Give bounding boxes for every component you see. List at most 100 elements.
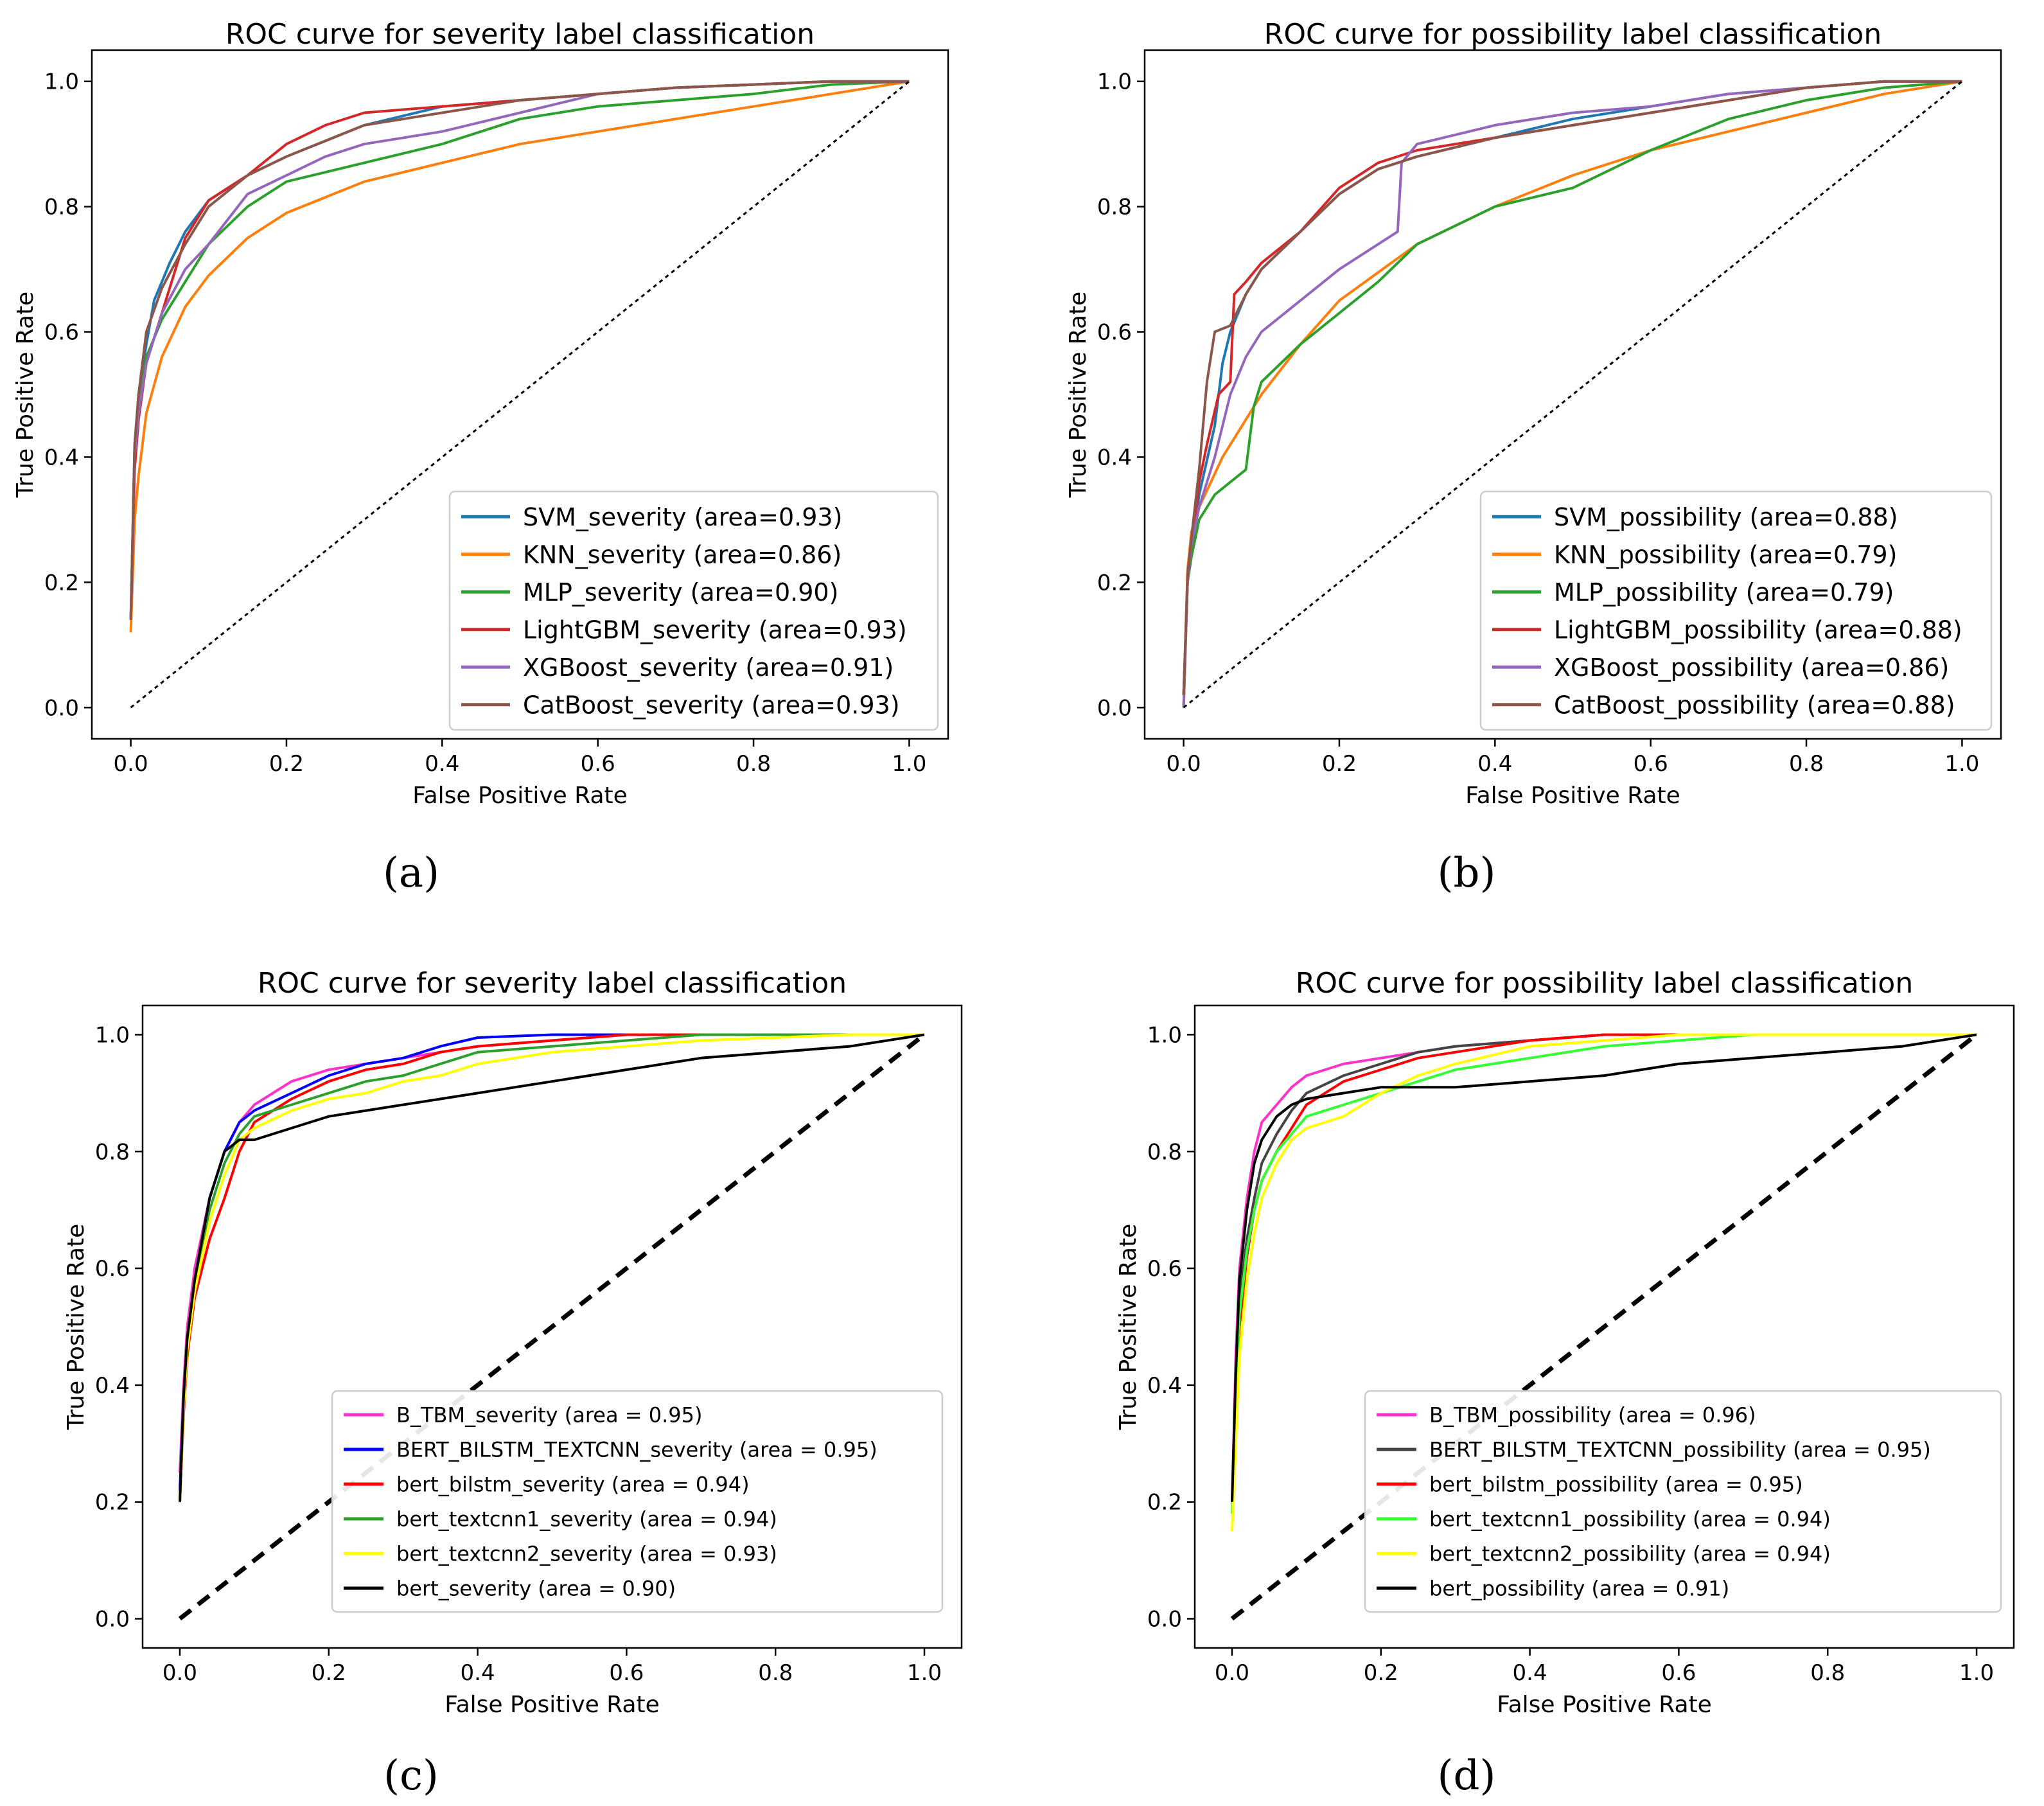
chart-title: ROC curve for severity label classificat…: [225, 18, 815, 51]
y-axis-label: True Positive Rate: [12, 292, 39, 499]
caption-b: (b): [1438, 849, 1496, 897]
chart-title: ROC curve for possibility label classifi…: [1264, 18, 1881, 51]
y-tick-label: 0.2: [1147, 1490, 1182, 1516]
legend-label-1: SVM_severity (area=0.93): [523, 503, 842, 531]
y-tick-label: 0.6: [1147, 1256, 1182, 1282]
y-tick-label: 0.6: [95, 1256, 130, 1282]
x-tick-label: 1.0: [892, 751, 926, 777]
roc-series-line-2: [129, 80, 910, 633]
y-tick-label: 1.0: [1097, 69, 1132, 95]
legend: B_TBM_possibility (area = 0.96) BERT_BILS…: [1364, 1390, 2002, 1613]
x-tick-label: 0.6: [1634, 751, 1668, 777]
x-tick-label: 1.0: [907, 1660, 942, 1686]
y-tick-label: 0.4: [44, 445, 79, 470]
roc-series-line-6: [1231, 1033, 1977, 1502]
y-tick-label: 0.8: [1097, 195, 1132, 220]
legend: SVM_possibility (area=0.88) KNN_possibili…: [1479, 490, 1993, 731]
y-tick-label: 0.4: [95, 1373, 130, 1399]
legend-label-3: MLP_severity (area=0.90): [523, 578, 838, 606]
x-axis-label: False Positive Rate: [1465, 783, 1680, 809]
x-axis-label: False Positive Rate: [1497, 1692, 1712, 1718]
x-tick-label: 0.0: [1215, 1660, 1249, 1686]
roc-chart-3: ROC curve for severity label classificat…: [63, 967, 963, 1718]
legend-label-2: KNN_possibility (area=0.79): [1554, 540, 1897, 569]
legend-box: [1364, 1390, 2002, 1613]
x-tick-label: 0.2: [1322, 751, 1357, 777]
roc-series-line-5: [179, 1033, 924, 1502]
y-tick-label: 0.6: [1097, 320, 1132, 346]
y-tick-label: 0.4: [1097, 445, 1132, 470]
x-tick-label: 0.0: [163, 1660, 197, 1686]
legend-label-2: BERT_BILSTM_TEXTCNN_possibility (area = …: [1429, 1438, 1931, 1462]
roc-series-line-5: [1231, 1033, 1977, 1532]
legend-label-2: BERT_BILSTM_TEXTCNN_severity (area = 0.9…: [396, 1438, 877, 1462]
legend: B_TBM_severity (area = 0.95) BERT_BILSTM_…: [331, 1390, 944, 1613]
x-axis-label: False Positive Rate: [412, 783, 628, 809]
y-tick-label: 0.8: [95, 1139, 130, 1165]
legend-label-1: B_TBM_possibility (area = 0.96): [1429, 1403, 1756, 1428]
y-tick-label: 0.4: [1147, 1373, 1182, 1399]
plot-frame: [1194, 1004, 2015, 1649]
legend-label-6: bert_possibility (area = 0.91): [1429, 1577, 1729, 1601]
x-tick-label: 0.4: [425, 751, 459, 777]
caption-d: (d): [1438, 1752, 1496, 1800]
y-tick-label: 0.2: [1097, 570, 1132, 596]
legend-label-5: bert_textcnn2_possibility (area = 0.94): [1429, 1542, 1831, 1566]
legend-label-4: LightGBM_possibility (area=0.88): [1554, 615, 1962, 644]
roc-series-line-5: [1182, 80, 1962, 708]
x-tick-label: 0.4: [1477, 751, 1512, 777]
legend-label-3: bert_bilstm_possibility (area = 0.95): [1429, 1473, 1803, 1497]
roc-chart-4: ROC curve for possibility label classifi…: [1115, 967, 2015, 1718]
legend: SVM_severity (area=0.93) KNN_severity (ar…: [448, 490, 939, 731]
legend-label-4: bert_textcnn1_severity (area = 0.94): [396, 1507, 777, 1532]
x-tick-label: 1.0: [1959, 1660, 1994, 1686]
plot-frame: [141, 1004, 963, 1649]
legend-label-3: bert_bilstm_severity (area = 0.94): [396, 1473, 750, 1497]
x-tick-label: 0.0: [1167, 751, 1201, 777]
x-tick-label: 0.4: [461, 1660, 495, 1686]
chart-title: ROC curve for possibility label classifi…: [1296, 967, 1913, 1000]
legend-label-6: CatBoost_severity (area=0.93): [523, 691, 900, 719]
y-tick-label: 1.0: [1147, 1022, 1182, 1048]
x-tick-label: 0.4: [1513, 1660, 1547, 1686]
plot-frame: [91, 49, 949, 740]
roc-series-line-6: [1182, 80, 1962, 695]
x-axis-label: False Positive Rate: [445, 1692, 660, 1718]
roc-series-line-6: [129, 80, 910, 620]
x-tick-label: 0.6: [581, 751, 615, 777]
y-axis-label: True Positive Rate: [1115, 1224, 1141, 1431]
legend-label-1: B_TBM_severity (area = 0.95): [396, 1403, 702, 1428]
x-tick-label: 0.8: [736, 751, 771, 777]
chart-title: ROC curve for severity label classificat…: [258, 967, 847, 1000]
y-tick-label: 0.6: [44, 320, 79, 346]
x-tick-label: 0.6: [1661, 1660, 1696, 1686]
y-tick-label: 0.0: [95, 1607, 130, 1633]
legend-label-5: XGBoost_severity (area=0.91): [523, 653, 894, 682]
legend-label-1: SVM_possibility (area=0.88): [1554, 503, 1898, 531]
legend-box: [448, 490, 939, 731]
legend-label-2: KNN_severity (area=0.86): [523, 540, 841, 569]
legend-label-5: bert_textcnn2_severity (area = 0.93): [396, 1542, 777, 1566]
x-tick-label: 0.8: [1810, 1660, 1845, 1686]
x-tick-label: 0.2: [269, 751, 304, 777]
x-tick-label: 0.6: [609, 1660, 644, 1686]
y-tick-label: 0.2: [95, 1490, 130, 1516]
y-tick-label: 0.0: [44, 695, 79, 721]
legend-label-6: bert_severity (area = 0.90): [396, 1577, 676, 1601]
y-tick-label: 0.0: [1147, 1607, 1182, 1633]
chance-diagonal: [1230, 1032, 1978, 1621]
x-tick-label: 0.2: [312, 1660, 346, 1686]
roc-series-line-3: [1182, 80, 1962, 708]
plot-frame: [1143, 49, 2002, 740]
x-tick-label: 0.0: [114, 751, 148, 777]
x-tick-label: 0.8: [758, 1660, 793, 1686]
x-tick-label: 0.2: [1364, 1660, 1398, 1686]
y-tick-label: 0.0: [1097, 695, 1132, 721]
roc-chart-2: ROC curve for possibility label classifi…: [1065, 18, 2002, 809]
roc-chart-1: ROC curve for severity label classificat…: [12, 18, 949, 809]
legend-label-5: XGBoost_possibility (area=0.86): [1554, 653, 1949, 682]
legend-box: [331, 1390, 944, 1613]
x-tick-label: 1.0: [1944, 751, 1979, 777]
y-tick-label: 0.8: [44, 195, 79, 220]
